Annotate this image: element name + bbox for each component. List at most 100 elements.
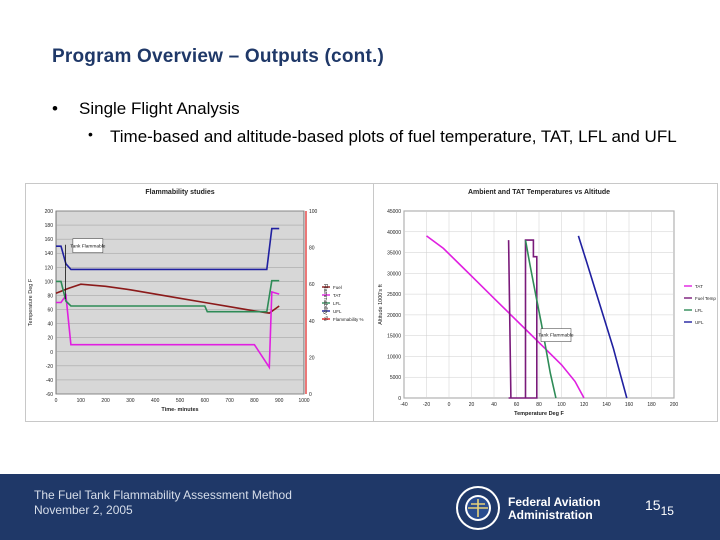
y-tick-label: 160	[45, 237, 54, 243]
altitude-chart: Ambient and TAT Temperatures vs Altitude…	[378, 189, 716, 417]
y-tick-label: 180	[45, 223, 54, 229]
y2-tick-label: 20	[309, 355, 315, 361]
x-tick-label: -20	[423, 402, 430, 408]
x-tick-label: 0	[55, 398, 58, 404]
y-tick-label: 5000	[390, 375, 401, 381]
annotation-tank-flammable: Tank Flammable	[70, 244, 106, 250]
chart-title: Ambient and TAT Temperatures vs Altitude	[468, 189, 610, 196]
y-tick-label: 15000	[387, 334, 401, 340]
footer-date: November 2, 2005	[34, 503, 133, 517]
x-tick-label: 60	[514, 402, 520, 408]
series-line-tat	[56, 290, 280, 370]
bullet-single-flight: Single Flight Analysis	[79, 99, 240, 118]
y-tick-label: 120	[45, 265, 54, 271]
y-tick-label: 35000	[387, 251, 401, 257]
y2-tick-label: 80	[309, 246, 315, 252]
series-line-tat	[426, 235, 585, 399]
faa-name-line1: Federal Aviation	[508, 495, 601, 509]
faa-seal-icon	[456, 486, 500, 530]
y-tick-label: -40	[46, 378, 53, 384]
x-tick-label: 140	[602, 402, 611, 408]
x-tick-label: 200	[101, 398, 110, 404]
y2-tick-label: 100	[309, 209, 318, 215]
y-tick-label: 80	[47, 293, 53, 299]
series-line-lfl	[524, 239, 557, 399]
x-tick-label: 800	[250, 398, 259, 404]
legend-label: UFL	[333, 309, 342, 314]
annotation-box	[540, 328, 572, 342]
x-tick-label: 1000	[298, 398, 309, 404]
footer-title: The Fuel Tank Flammability Assessment Me…	[34, 488, 292, 502]
y-tick-label: 40000	[387, 230, 401, 236]
y-tick-label: 0	[50, 350, 53, 356]
x-tick-label: 120	[580, 402, 589, 408]
x-tick-label: 700	[225, 398, 234, 404]
series-line-fuel-temp	[507, 239, 538, 399]
legend-label: TAT	[695, 284, 703, 289]
y-tick-label: 45000	[387, 209, 401, 215]
x-tick-label: 0	[448, 402, 451, 408]
slide-title: Program Overview – Outputs (cont.)	[52, 46, 384, 67]
legend-label: TAT	[333, 293, 341, 298]
page-number-sub: 15	[660, 504, 674, 518]
annotation-box	[72, 238, 104, 253]
y-tick-label: -60	[46, 392, 53, 398]
y-tick-label: 30000	[387, 271, 401, 277]
y2-tick-label: 0	[309, 392, 312, 398]
x-tick-label: 100	[557, 402, 566, 408]
y-tick-label: 40	[47, 322, 53, 328]
y-tick-label: 20	[47, 336, 53, 342]
faa-name: Federal Aviation Administration	[508, 496, 600, 522]
legend-label: Fuel	[333, 285, 342, 290]
flammability-chart: Flammability studies20018016014012010080…	[28, 189, 364, 413]
y-tick-label: 20000	[387, 313, 401, 319]
x-tick-label: 40	[491, 402, 497, 408]
legend-label: UFL	[695, 320, 704, 325]
legend-label: Flammability %	[333, 317, 364, 322]
altitude-chart-panel: Ambient and TAT Temperatures vs Altitude…	[373, 183, 718, 422]
x-tick-label: 20	[469, 402, 475, 408]
y2-tick-label: 60	[309, 282, 315, 288]
x-axis-label: Time- minutes	[161, 407, 198, 413]
legend-label: Fuel Temp	[695, 296, 716, 301]
y-tick-label: 25000	[387, 292, 401, 298]
x-tick-label: 80	[536, 402, 542, 408]
y2-axis-label: Flammability %	[322, 284, 328, 321]
y2-tick-label: 40	[309, 319, 315, 325]
series-line-ufl	[56, 227, 280, 271]
y-tick-label: 100	[45, 279, 54, 285]
x-tick-label: 900	[275, 398, 284, 404]
y-axis-label: Altitude 1000's ft	[378, 284, 384, 325]
x-tick-label: 300	[126, 398, 135, 404]
y-tick-label: 140	[45, 251, 54, 257]
faa-name-line2: Administration	[508, 508, 593, 522]
x-tick-label: -40	[400, 402, 407, 408]
x-tick-label: 400	[151, 398, 160, 404]
x-tick-label: 600	[201, 398, 210, 404]
sub-bullet-marker: •	[88, 126, 93, 142]
y-tick-label: -20	[46, 364, 53, 370]
x-tick-label: 160	[625, 402, 634, 408]
bullet-marker: •	[52, 99, 58, 118]
y-tick-label: 60	[47, 308, 53, 314]
annotation-tank-flammable: Tank Flammable	[538, 333, 574, 339]
page-number: 1515	[645, 497, 674, 518]
legend-label: LFL	[695, 308, 703, 313]
x-tick-label: 100	[77, 398, 86, 404]
sub-bullet-plots: Time-based and altitude-based plots of f…	[110, 127, 677, 146]
x-tick-label: 200	[670, 402, 679, 408]
legend-label: LFL	[333, 301, 341, 306]
chart-title: Flammability studies	[145, 189, 214, 196]
y-axis-label: Temperature Deg F	[28, 278, 34, 326]
page-number-main: 15	[645, 497, 661, 513]
x-tick-label: 180	[647, 402, 656, 408]
series-line-lfl	[56, 279, 280, 313]
x-tick-label: 500	[176, 398, 185, 404]
x-axis-label: Temperature Deg F	[514, 411, 564, 417]
flammability-chart-panel: Flammability studies 200 180 160 140 120 100 80…	[25, 183, 377, 422]
series-line-ufl	[577, 235, 628, 399]
y-tick-label: 10000	[387, 354, 401, 360]
footer-caption: The Fuel Tank Flammability Assessment Me…	[34, 488, 292, 518]
footer-bar	[0, 474, 720, 540]
y-tick-label: 200	[45, 209, 54, 215]
